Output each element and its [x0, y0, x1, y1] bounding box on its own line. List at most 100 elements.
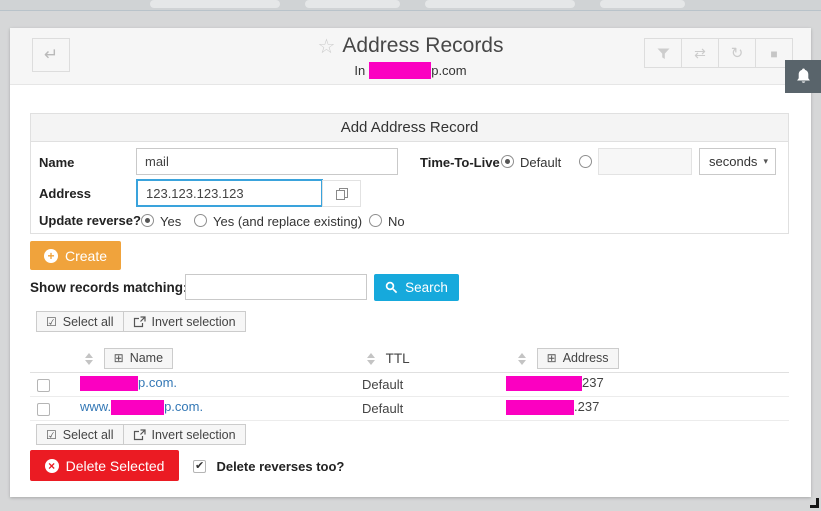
- select-all-button-bottom[interactable]: Select all: [36, 424, 124, 445]
- delete-selected-label: Delete Selected: [65, 457, 165, 474]
- paste-address-button[interactable]: [322, 180, 361, 207]
- sort-address-icon[interactable]: [518, 352, 526, 365]
- checked-box-icon: [46, 428, 57, 442]
- delete-reverses-checkbox[interactable]: [193, 459, 206, 474]
- address-label: Address: [39, 186, 92, 201]
- title-block: Address Records In p.com: [10, 34, 811, 81]
- records-filter-input[interactable]: [185, 274, 367, 300]
- ghost-shape: [150, 0, 280, 8]
- cutoff-top-bar: [0, 0, 821, 11]
- delete-reverses-option: Delete reverses too?: [193, 458, 344, 476]
- address-column-button[interactable]: Address: [536, 347, 619, 369]
- record-2-link[interactable]: www. p.com.: [80, 399, 204, 415]
- update-reverse-no-radio[interactable]: [369, 214, 382, 227]
- form-title: Add Address Record: [31, 114, 788, 142]
- page-title-text: Address Records: [342, 34, 504, 57]
- row-1-checkbox[interactable]: [37, 378, 50, 392]
- record-2-name-prefix: www.: [80, 399, 112, 415]
- stop-icon: [770, 45, 777, 61]
- ghost-shape: [305, 0, 400, 8]
- update-reverse-yes-radio[interactable]: [141, 214, 154, 227]
- record-2-name-suffix: p.com.: [164, 399, 204, 415]
- return-arrow-icon: [44, 45, 58, 64]
- page-subtitle: In p.com: [10, 62, 811, 81]
- refresh-button[interactable]: [718, 38, 756, 68]
- update-reverse-replace-radio[interactable]: [194, 214, 207, 227]
- address-input[interactable]: [136, 179, 323, 207]
- record-2-ttl: Default: [362, 400, 404, 416]
- update-reverse-yes-label[interactable]: Yes: [160, 214, 182, 229]
- redacted-address: [506, 375, 582, 391]
- record-1-link[interactable]: p.com.: [80, 375, 178, 391]
- name-input[interactable]: [136, 148, 398, 175]
- filter-icon: [657, 48, 669, 60]
- record-row-2: www. p.com. Default .237: [30, 396, 789, 421]
- add-record-form: Add Address Record Name Time-To-Live Def…: [30, 113, 789, 234]
- ttl-custom-radio[interactable]: [579, 155, 592, 168]
- ttl-column-label: TTL: [385, 350, 410, 366]
- record-1-name-suffix: p.com.: [138, 375, 178, 391]
- redacted-address: [506, 399, 574, 415]
- page-title: Address Records: [317, 34, 503, 59]
- back-button[interactable]: [32, 38, 70, 72]
- filter-button[interactable]: [644, 38, 682, 68]
- ttl-value-input[interactable]: [598, 148, 692, 175]
- record-1-ttl: Default: [362, 376, 404, 392]
- header-toolbar: [644, 38, 793, 68]
- checkbox-column-header: [30, 345, 70, 373]
- create-button[interactable]: Create: [30, 241, 121, 270]
- row-2-checkbox[interactable]: [37, 402, 50, 416]
- star-icon[interactable]: [317, 36, 335, 58]
- sort-name-icon[interactable]: [85, 352, 93, 365]
- search-button[interactable]: Search: [374, 274, 459, 301]
- select-all-label: Select all: [62, 314, 114, 329]
- name-column-button[interactable]: Name: [103, 347, 174, 369]
- ttl-unit-select[interactable]: seconds: [699, 148, 776, 175]
- record-row-1: p.com. Default 237: [30, 371, 789, 397]
- ttl-default-label[interactable]: Default: [520, 155, 562, 170]
- table-header-row: Name TTL Address: [30, 345, 789, 373]
- panel-header: Address Records In p.com: [10, 28, 811, 85]
- address-column-label: Address: [562, 351, 609, 366]
- create-button-label: Create: [64, 247, 108, 264]
- subtitle-suffix: p.com: [431, 62, 467, 78]
- record-1-address-suffix: 237: [582, 375, 604, 391]
- selection-toolbar-bottom: Select all Invert selection: [36, 424, 246, 445]
- plus-square-icon: [547, 351, 557, 365]
- update-reverse-no-label[interactable]: No: [388, 214, 405, 229]
- update-reverse-replace-label[interactable]: Yes (and replace existing): [213, 214, 363, 229]
- record-2-address-suffix: .237: [574, 399, 600, 415]
- notifications-tab[interactable]: [785, 60, 821, 93]
- invert-selection-button-bottom[interactable]: Invert selection: [122, 424, 246, 445]
- ttl-default-radio[interactable]: [501, 155, 514, 168]
- refresh-icon: [731, 45, 744, 61]
- ghost-shape: [600, 0, 685, 8]
- redacted-domain: [369, 62, 432, 79]
- subtitle-prefix: In: [354, 62, 366, 78]
- repeat-icon: [694, 45, 706, 61]
- show-records-label: Show records matching:: [30, 280, 188, 295]
- stop-button[interactable]: [755, 38, 793, 68]
- records-table: Name TTL Address: [30, 345, 789, 421]
- plus-circle-icon: [43, 248, 58, 263]
- delete-selected-button[interactable]: Delete Selected: [30, 450, 179, 481]
- search-button-label: Search: [405, 280, 448, 295]
- repeat-button[interactable]: [681, 38, 719, 68]
- delete-reverses-label: Delete reverses too?: [216, 459, 345, 475]
- invert-selection-label: Invert selection: [151, 427, 236, 442]
- checked-box-icon: [46, 315, 57, 329]
- select-all-label: Select all: [62, 427, 114, 442]
- selection-toolbar-top: Select all Invert selection: [36, 311, 246, 332]
- sort-ttl-icon[interactable]: [367, 353, 375, 366]
- select-all-button-top[interactable]: Select all: [36, 311, 124, 332]
- invert-selection-button-top[interactable]: Invert selection: [122, 311, 246, 332]
- cursor-artifact: [810, 498, 819, 508]
- chevron-down-icon: [763, 149, 768, 174]
- copy-icon: [335, 187, 348, 200]
- ghost-shape: [425, 0, 575, 8]
- invert-selection-icon: [133, 428, 146, 440]
- name-column-label: Name: [129, 351, 164, 366]
- update-reverse-label: Update reverse?: [39, 213, 141, 228]
- ttl-unit-value: seconds: [709, 154, 758, 169]
- search-icon: [385, 281, 398, 294]
